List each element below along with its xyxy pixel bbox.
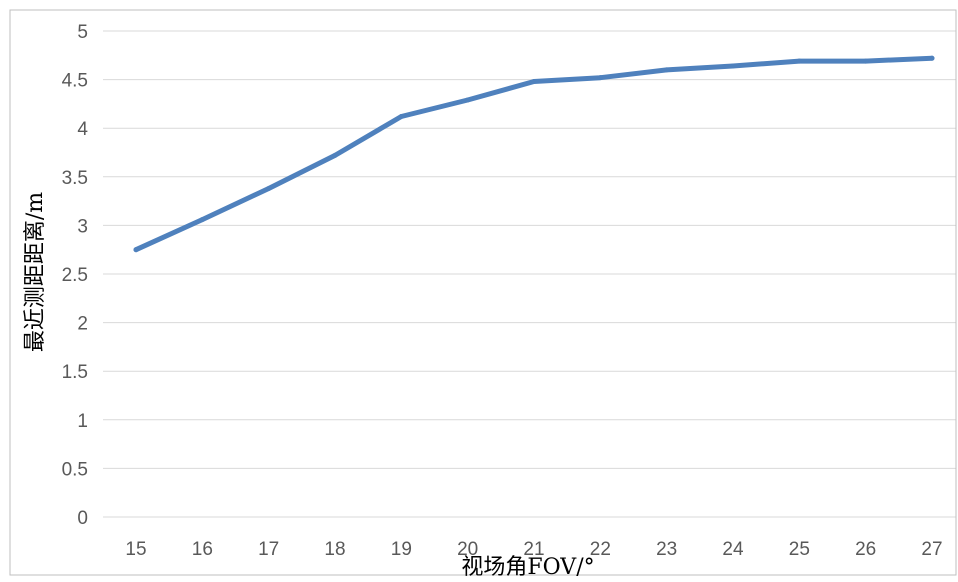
x-tick-label: 17 xyxy=(258,539,279,560)
y-tick-label: 1 xyxy=(77,411,88,432)
x-tick-label: 16 xyxy=(192,539,213,560)
x-tick-label: 20 xyxy=(457,539,478,560)
data-point xyxy=(863,58,869,64)
data-point xyxy=(664,67,670,73)
y-tick-label: 0 xyxy=(77,508,88,529)
y-tick-label: 2.5 xyxy=(62,265,88,286)
x-tick-label: 24 xyxy=(722,539,744,560)
x-tick-label: 25 xyxy=(789,539,810,560)
x-axis-tick-labels: 15 16 17 18 19 20 21 22 23 24 25 26 27 xyxy=(125,539,942,560)
series-lines xyxy=(133,55,935,253)
data-point xyxy=(133,247,139,253)
y-tick-label: 3.5 xyxy=(62,168,88,189)
plot-frame xyxy=(9,9,957,576)
x-tick-label: 27 xyxy=(921,539,942,560)
x-tick-label: 21 xyxy=(523,539,544,560)
data-point xyxy=(531,79,537,85)
data-point xyxy=(597,75,603,81)
data-point xyxy=(929,55,935,61)
y-tick-label: 1.5 xyxy=(62,362,88,383)
y-tick-label: 3 xyxy=(77,216,88,237)
x-tick-label: 22 xyxy=(590,539,611,560)
x-axis-title: 视场角FOV/° xyxy=(461,555,594,580)
x-tick-label: 18 xyxy=(324,539,345,560)
x-tick-label: 26 xyxy=(855,539,876,560)
series-line-0 xyxy=(133,55,935,253)
y-tick-label: 4 xyxy=(77,119,88,140)
x-tick-label: 15 xyxy=(125,539,146,560)
y-axis-tick-labels: 0 0.5 1 1.5 2 2.5 3 3.5 4 4.5 5 xyxy=(62,22,89,529)
y-tick-label: 4.5 xyxy=(62,71,88,92)
y-axis-title: 最近测距距离/m xyxy=(23,192,48,352)
data-point xyxy=(199,217,205,223)
x-tick-label: 19 xyxy=(391,539,412,560)
y-tick-label: 5 xyxy=(77,22,88,43)
data-point xyxy=(465,97,471,103)
data-point xyxy=(332,152,338,158)
data-point xyxy=(398,114,404,120)
y-tick-label: 0.5 xyxy=(62,459,88,480)
data-point xyxy=(796,58,802,64)
data-point xyxy=(266,185,272,191)
data-point xyxy=(730,63,736,69)
x-tick-label: 23 xyxy=(656,539,677,560)
gridlines xyxy=(103,30,956,518)
y-tick-label: 2 xyxy=(77,314,88,335)
